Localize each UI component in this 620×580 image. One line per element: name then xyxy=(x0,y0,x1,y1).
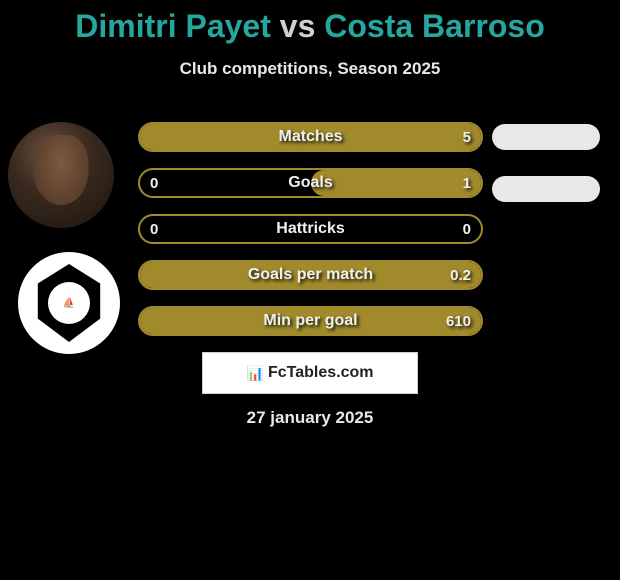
stat-row: 0 Hattricks 0 xyxy=(138,214,483,244)
side-pill xyxy=(492,176,600,202)
club-badge: ⛵ xyxy=(18,252,120,354)
stat-label: Min per goal xyxy=(263,312,357,330)
stat-value-left: 0 xyxy=(150,175,158,192)
avatar-face xyxy=(34,135,89,205)
stat-value-right: 1 xyxy=(463,175,471,192)
date-label: 27 january 2025 xyxy=(247,408,374,428)
stat-row: Min per goal 610 xyxy=(138,306,483,336)
player-avatar-container xyxy=(8,122,114,228)
player-avatar xyxy=(8,122,114,228)
side-pill xyxy=(492,124,600,150)
stat-value-left: 0 xyxy=(150,221,158,238)
stat-label: Matches xyxy=(278,128,342,146)
stat-value-right: 0 xyxy=(463,221,471,238)
stat-row: Matches 5 xyxy=(138,122,483,152)
stat-fill xyxy=(311,170,482,196)
club-badge-shield: ⛵ xyxy=(30,264,108,342)
watermark-text: FcTables.com xyxy=(268,364,374,382)
title-vs: vs xyxy=(280,8,316,44)
title-player1: Dimitri Payet xyxy=(75,8,271,44)
stat-label: Goals xyxy=(288,174,332,192)
club-badge-center: ⛵ xyxy=(48,282,90,324)
chart-icon: 📊 xyxy=(247,365,264,382)
page-title: Dimitri Payet vs Costa Barroso xyxy=(0,0,620,45)
watermark: 📊 FcTables.com xyxy=(202,352,418,394)
stat-value-right: 610 xyxy=(446,313,471,330)
stat-label: Goals per match xyxy=(248,266,373,284)
subtitle: Club competitions, Season 2025 xyxy=(0,59,620,79)
stat-row: 0 Goals 1 xyxy=(138,168,483,198)
stat-value-right: 5 xyxy=(463,129,471,146)
stat-value-right: 0.2 xyxy=(450,267,471,284)
title-player2: Costa Barroso xyxy=(324,8,545,44)
stat-row: Goals per match 0.2 xyxy=(138,260,483,290)
stat-label: Hattricks xyxy=(276,220,344,238)
stats-area: Matches 5 0 Goals 1 0 Hattricks 0 Goals per matc… xyxy=(138,122,483,352)
